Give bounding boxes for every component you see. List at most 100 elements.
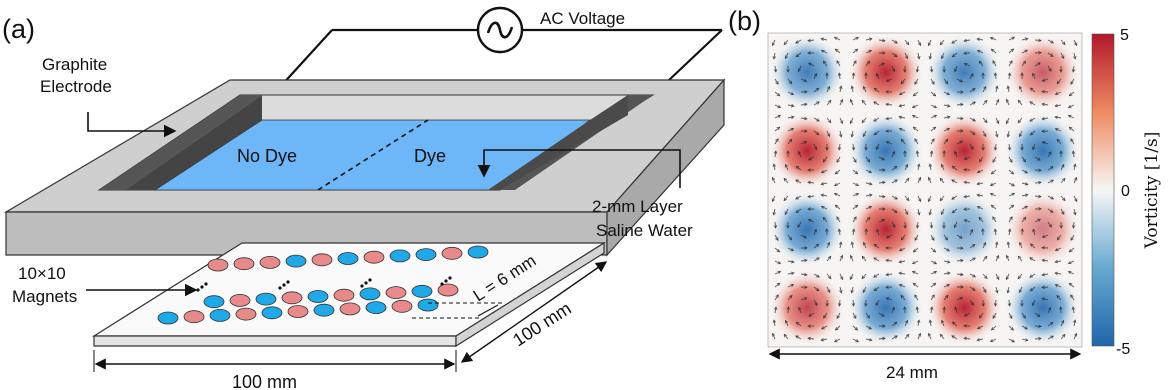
arrow-head <box>900 294 905 299</box>
arrow-head <box>927 42 932 47</box>
arrow-head <box>927 332 932 337</box>
arrow-head <box>808 313 812 317</box>
arrow-head <box>804 246 808 250</box>
arrow-head <box>995 98 1000 103</box>
arrow-head <box>976 181 981 186</box>
arrow-head <box>786 225 790 229</box>
arrow-head <box>1068 126 1073 131</box>
velocity-arrow <box>807 181 815 184</box>
arrow-head <box>862 289 866 294</box>
vortex-positive <box>926 112 1003 189</box>
velocity-arrow <box>930 282 936 288</box>
velocity-arrow <box>982 286 987 293</box>
velocity-arrow <box>865 338 872 341</box>
ellipsis-dot <box>200 285 204 289</box>
ellipsis-dot <box>204 282 208 286</box>
ellipsis-dot <box>448 276 452 280</box>
arrow-head <box>783 197 788 202</box>
arrow-head <box>1050 335 1054 339</box>
arrow-head <box>822 158 827 163</box>
arrow-head <box>853 216 857 220</box>
velocity-arrow <box>969 101 976 106</box>
electrode-label-1: Graphite <box>42 55 107 74</box>
velocity-arrow <box>861 117 867 123</box>
vortex-positive <box>847 191 924 268</box>
velocity-arrow <box>1018 286 1023 293</box>
velocity-arrow <box>992 312 997 319</box>
arrow-head <box>866 158 871 163</box>
velocity-arrow <box>863 242 867 249</box>
velocity-arrow <box>834 36 841 41</box>
arrow-head <box>1041 78 1046 82</box>
arrow-head <box>851 228 856 233</box>
arrow-head <box>1010 48 1015 53</box>
velocity-arrow <box>1006 117 1010 124</box>
velocity-arrow <box>800 259 808 262</box>
arrow-head <box>960 129 964 133</box>
colorbar-gradient <box>1091 33 1115 347</box>
velocity-arrow <box>838 299 841 307</box>
velocity-arrow <box>1055 284 1062 288</box>
velocity-arrow <box>1019 242 1023 249</box>
velocity-arrow <box>917 177 922 184</box>
arrow-head <box>1061 41 1066 46</box>
arrow-head <box>775 138 779 142</box>
velocity-arrow <box>878 219 885 223</box>
arrow-head <box>803 78 808 83</box>
plate-front <box>93 335 457 347</box>
arrow-head <box>951 179 955 183</box>
arrow-head <box>861 99 866 104</box>
velocity-arrow <box>1030 130 1036 136</box>
velocity-arrow <box>865 217 871 223</box>
velocity-arrow <box>969 88 976 93</box>
velocity-arrow <box>852 338 859 343</box>
velocity-arrow <box>1031 299 1036 306</box>
velocity-arrow <box>839 286 842 293</box>
velocity-arrow <box>930 65 933 72</box>
arrow-head <box>983 99 988 104</box>
velocity-arrow <box>1072 307 1075 314</box>
magnet <box>261 306 283 320</box>
velocity-arrow <box>913 91 919 97</box>
arrow-head <box>1036 313 1041 318</box>
velocity-arrow <box>852 48 858 54</box>
vortex-negative <box>1004 269 1081 346</box>
velocity-arrow <box>1021 312 1026 319</box>
velocity-arrow <box>1055 116 1062 119</box>
arrow-head <box>905 211 909 216</box>
velocity-arrow <box>1068 271 1075 275</box>
velocity-arrow <box>851 242 854 249</box>
arrow-head <box>849 254 854 259</box>
velocity-arrow <box>823 60 828 67</box>
arrow-head <box>826 85 831 90</box>
velocity-arrow <box>851 86 854 93</box>
velocity-arrow <box>865 312 870 319</box>
velocity-arrow <box>886 234 893 239</box>
velocity-arrow <box>773 208 776 215</box>
velocity-arrow <box>891 335 898 340</box>
arrow-head <box>1006 241 1011 246</box>
ellipsis-dot <box>278 286 282 290</box>
arrow-head <box>885 116 890 121</box>
velocity-arrow <box>916 150 919 158</box>
velocity-arrow <box>943 284 950 288</box>
arrow-head <box>892 224 896 228</box>
arrow-head <box>898 259 903 264</box>
velocity-arrow <box>995 242 998 249</box>
velocity-arrow <box>943 127 950 132</box>
velocity-arrow <box>930 271 937 275</box>
arrow-head <box>790 115 795 120</box>
velocity-arrow <box>835 48 841 54</box>
velocity-arrow <box>865 60 870 67</box>
velocity-arrow <box>826 286 831 293</box>
velocity-arrow <box>891 166 898 171</box>
velocity-arrow <box>1008 325 1014 331</box>
arrow-head <box>816 101 820 105</box>
arrow-head <box>904 55 909 60</box>
arrow-head <box>825 147 829 151</box>
velocity-arrow <box>808 156 815 161</box>
velocity-arrow <box>943 295 949 301</box>
arrow-head <box>959 140 964 144</box>
arrow-head <box>1059 69 1063 73</box>
arrow-head <box>912 282 917 287</box>
